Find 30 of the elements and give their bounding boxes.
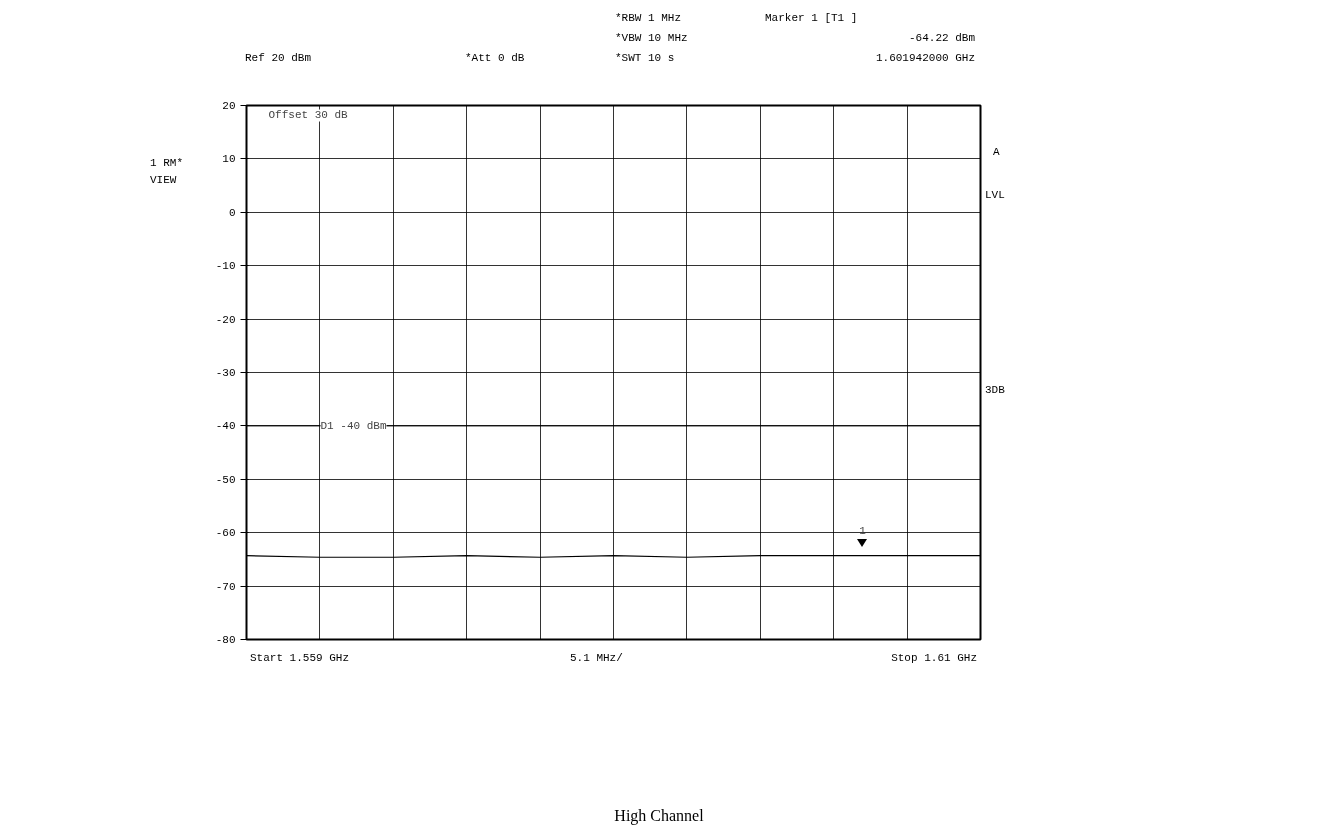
y-tick-label: -20: [215, 313, 236, 326]
text: Start 1.559 GHz: [250, 651, 350, 666]
text: 1 RM*: [150, 156, 184, 171]
text: *Att 0 dB: [465, 51, 525, 66]
text: 1.601942000 GHz: [875, 51, 975, 66]
text: Marker 1 [T1 ]: [765, 11, 858, 26]
ref-line-label: D1 -40 dBm: [320, 419, 387, 432]
text: A: [993, 145, 1000, 160]
y-tick-label: -40: [215, 420, 236, 433]
y-tick-label: 20: [222, 100, 236, 112]
y-tick-label: -80: [215, 634, 236, 646]
text: *VBW 10 MHz: [615, 31, 688, 46]
text: -64.22 dBm: [908, 31, 975, 46]
text: *SWT 10 s: [615, 51, 675, 66]
y-tick-label: -50: [215, 473, 236, 486]
text: LVL: [985, 188, 1005, 203]
y-tick-label: 10: [222, 153, 236, 166]
text: *RBW 1 MHz: [615, 11, 682, 26]
y-tick-label: -70: [215, 580, 236, 593]
text: 5.1 MHz/: [570, 651, 623, 666]
text: Stop 1.61 GHz: [891, 651, 977, 666]
annotation: Offset 30 dB: [268, 109, 349, 122]
text: 3DB: [985, 383, 1005, 398]
y-tick-label: -10: [215, 260, 236, 273]
text: Ref 20 dBm: [245, 51, 312, 66]
text: VIEW: [150, 173, 177, 188]
y-tick-label: 0: [228, 206, 236, 219]
y-tick-label: -60: [215, 527, 236, 540]
y-tick-label: -30: [215, 367, 236, 379]
text: High Channel: [614, 806, 704, 827]
